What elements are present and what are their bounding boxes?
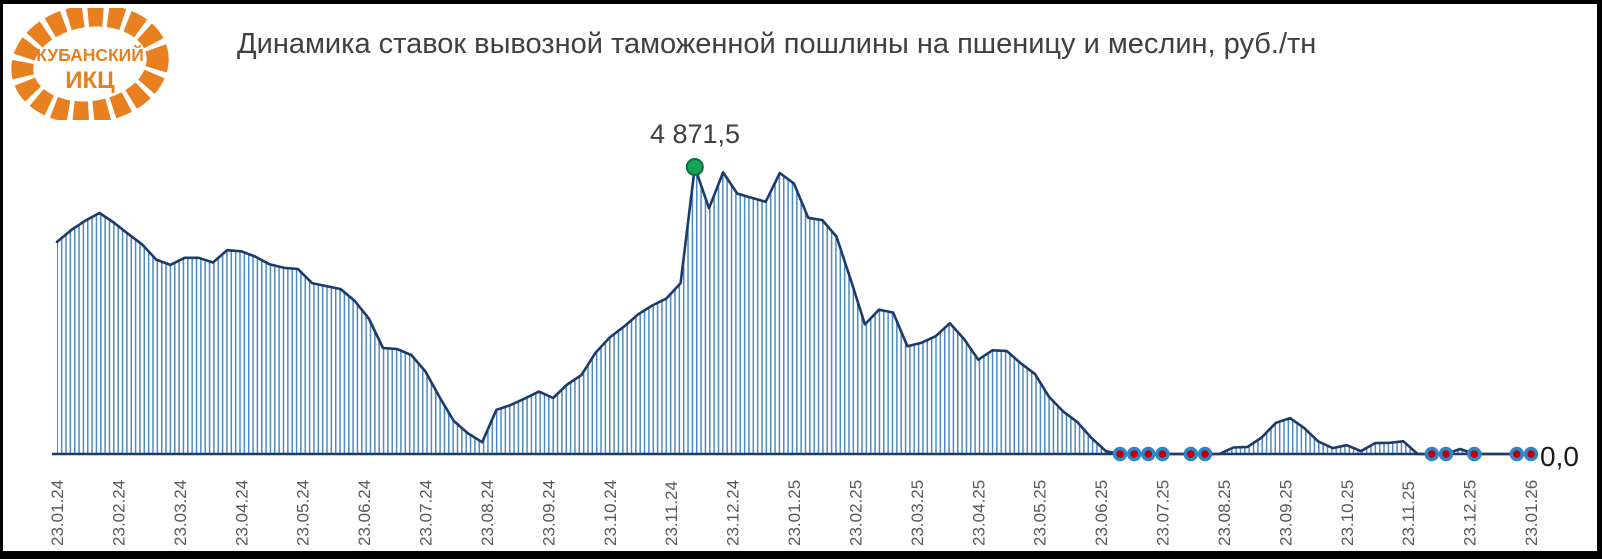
- zero-marker: [1509, 446, 1525, 462]
- zero-marker: [1183, 446, 1199, 462]
- x-tick-label: 23.04.25: [969, 480, 988, 546]
- x-tick-label: 23.02.25: [846, 480, 865, 546]
- zero-marker: [1141, 446, 1156, 462]
- x-tick-label: 23.08.25: [1215, 480, 1234, 546]
- logo-text-line1: КУБАНСКИЙ: [36, 44, 144, 65]
- chart-title: Динамика ставок вывозной таможенной пошл…: [237, 28, 1317, 60]
- zero-marker: [1424, 446, 1440, 462]
- x-tick-label: 23.08.24: [478, 480, 497, 546]
- logo-inner-disc: [40, 31, 140, 97]
- x-tick-label: 23.12.25: [1461, 480, 1480, 546]
- kuban-ikc-logo: КУБАНСКИЙ ИКЦ: [11, 8, 169, 120]
- x-tick-label: 23.01.25: [785, 480, 804, 546]
- peak-marker: [685, 158, 704, 176]
- frame-border-bottom: [0, 551, 1602, 559]
- zero-marker: [1112, 446, 1128, 462]
- zero-marker: [1438, 446, 1454, 462]
- x-tick-label: 23.07.24: [417, 480, 436, 546]
- x-tick-label: 23.05.25: [1031, 480, 1050, 546]
- zero-marker: [1523, 446, 1539, 462]
- x-tick-label: 23.07.25: [1154, 480, 1173, 546]
- zero-marker: [1197, 446, 1213, 462]
- zero-marker: [1467, 446, 1482, 462]
- frame-border-right: [1597, 0, 1602, 559]
- x-tick-label: 23.09.25: [1276, 480, 1295, 546]
- x-tick-label: 23.10.25: [1338, 480, 1357, 546]
- x-tick-label: 23.09.24: [539, 480, 558, 546]
- trend-line: [55, 165, 1533, 456]
- x-tick-label: 23.01.24: [48, 480, 67, 546]
- x-tick-label: 23.03.25: [908, 480, 927, 546]
- x-tick-label: 23.11.24: [662, 481, 681, 546]
- x-tick-label: 23.10.24: [601, 480, 620, 546]
- x-tick-label: 23.06.25: [1092, 480, 1111, 546]
- last-value-label: 0,0: [1540, 441, 1579, 472]
- x-tick-label: 23.06.24: [355, 480, 374, 546]
- x-tick-label: 23.03.24: [171, 480, 190, 546]
- x-tick-label: 23.11.25: [1399, 481, 1418, 546]
- frame-border-left: [0, 0, 3, 559]
- x-tick-label: 23.05.24: [294, 480, 313, 546]
- zero-marker: [1155, 446, 1170, 462]
- area-fill: [57, 167, 1531, 454]
- x-tick-label: 23.04.24: [232, 480, 251, 546]
- x-tick-label: 23.12.24: [724, 480, 743, 546]
- frame-border-top: [0, 0, 1602, 4]
- x-tick-label: 23.02.24: [109, 480, 128, 546]
- zero-marker: [1126, 446, 1142, 462]
- peak-value-label: 4 871,5: [649, 119, 741, 149]
- logo-text-line2: ИКЦ: [65, 67, 115, 94]
- x-tick-label: 23.01.26: [1522, 480, 1541, 546]
